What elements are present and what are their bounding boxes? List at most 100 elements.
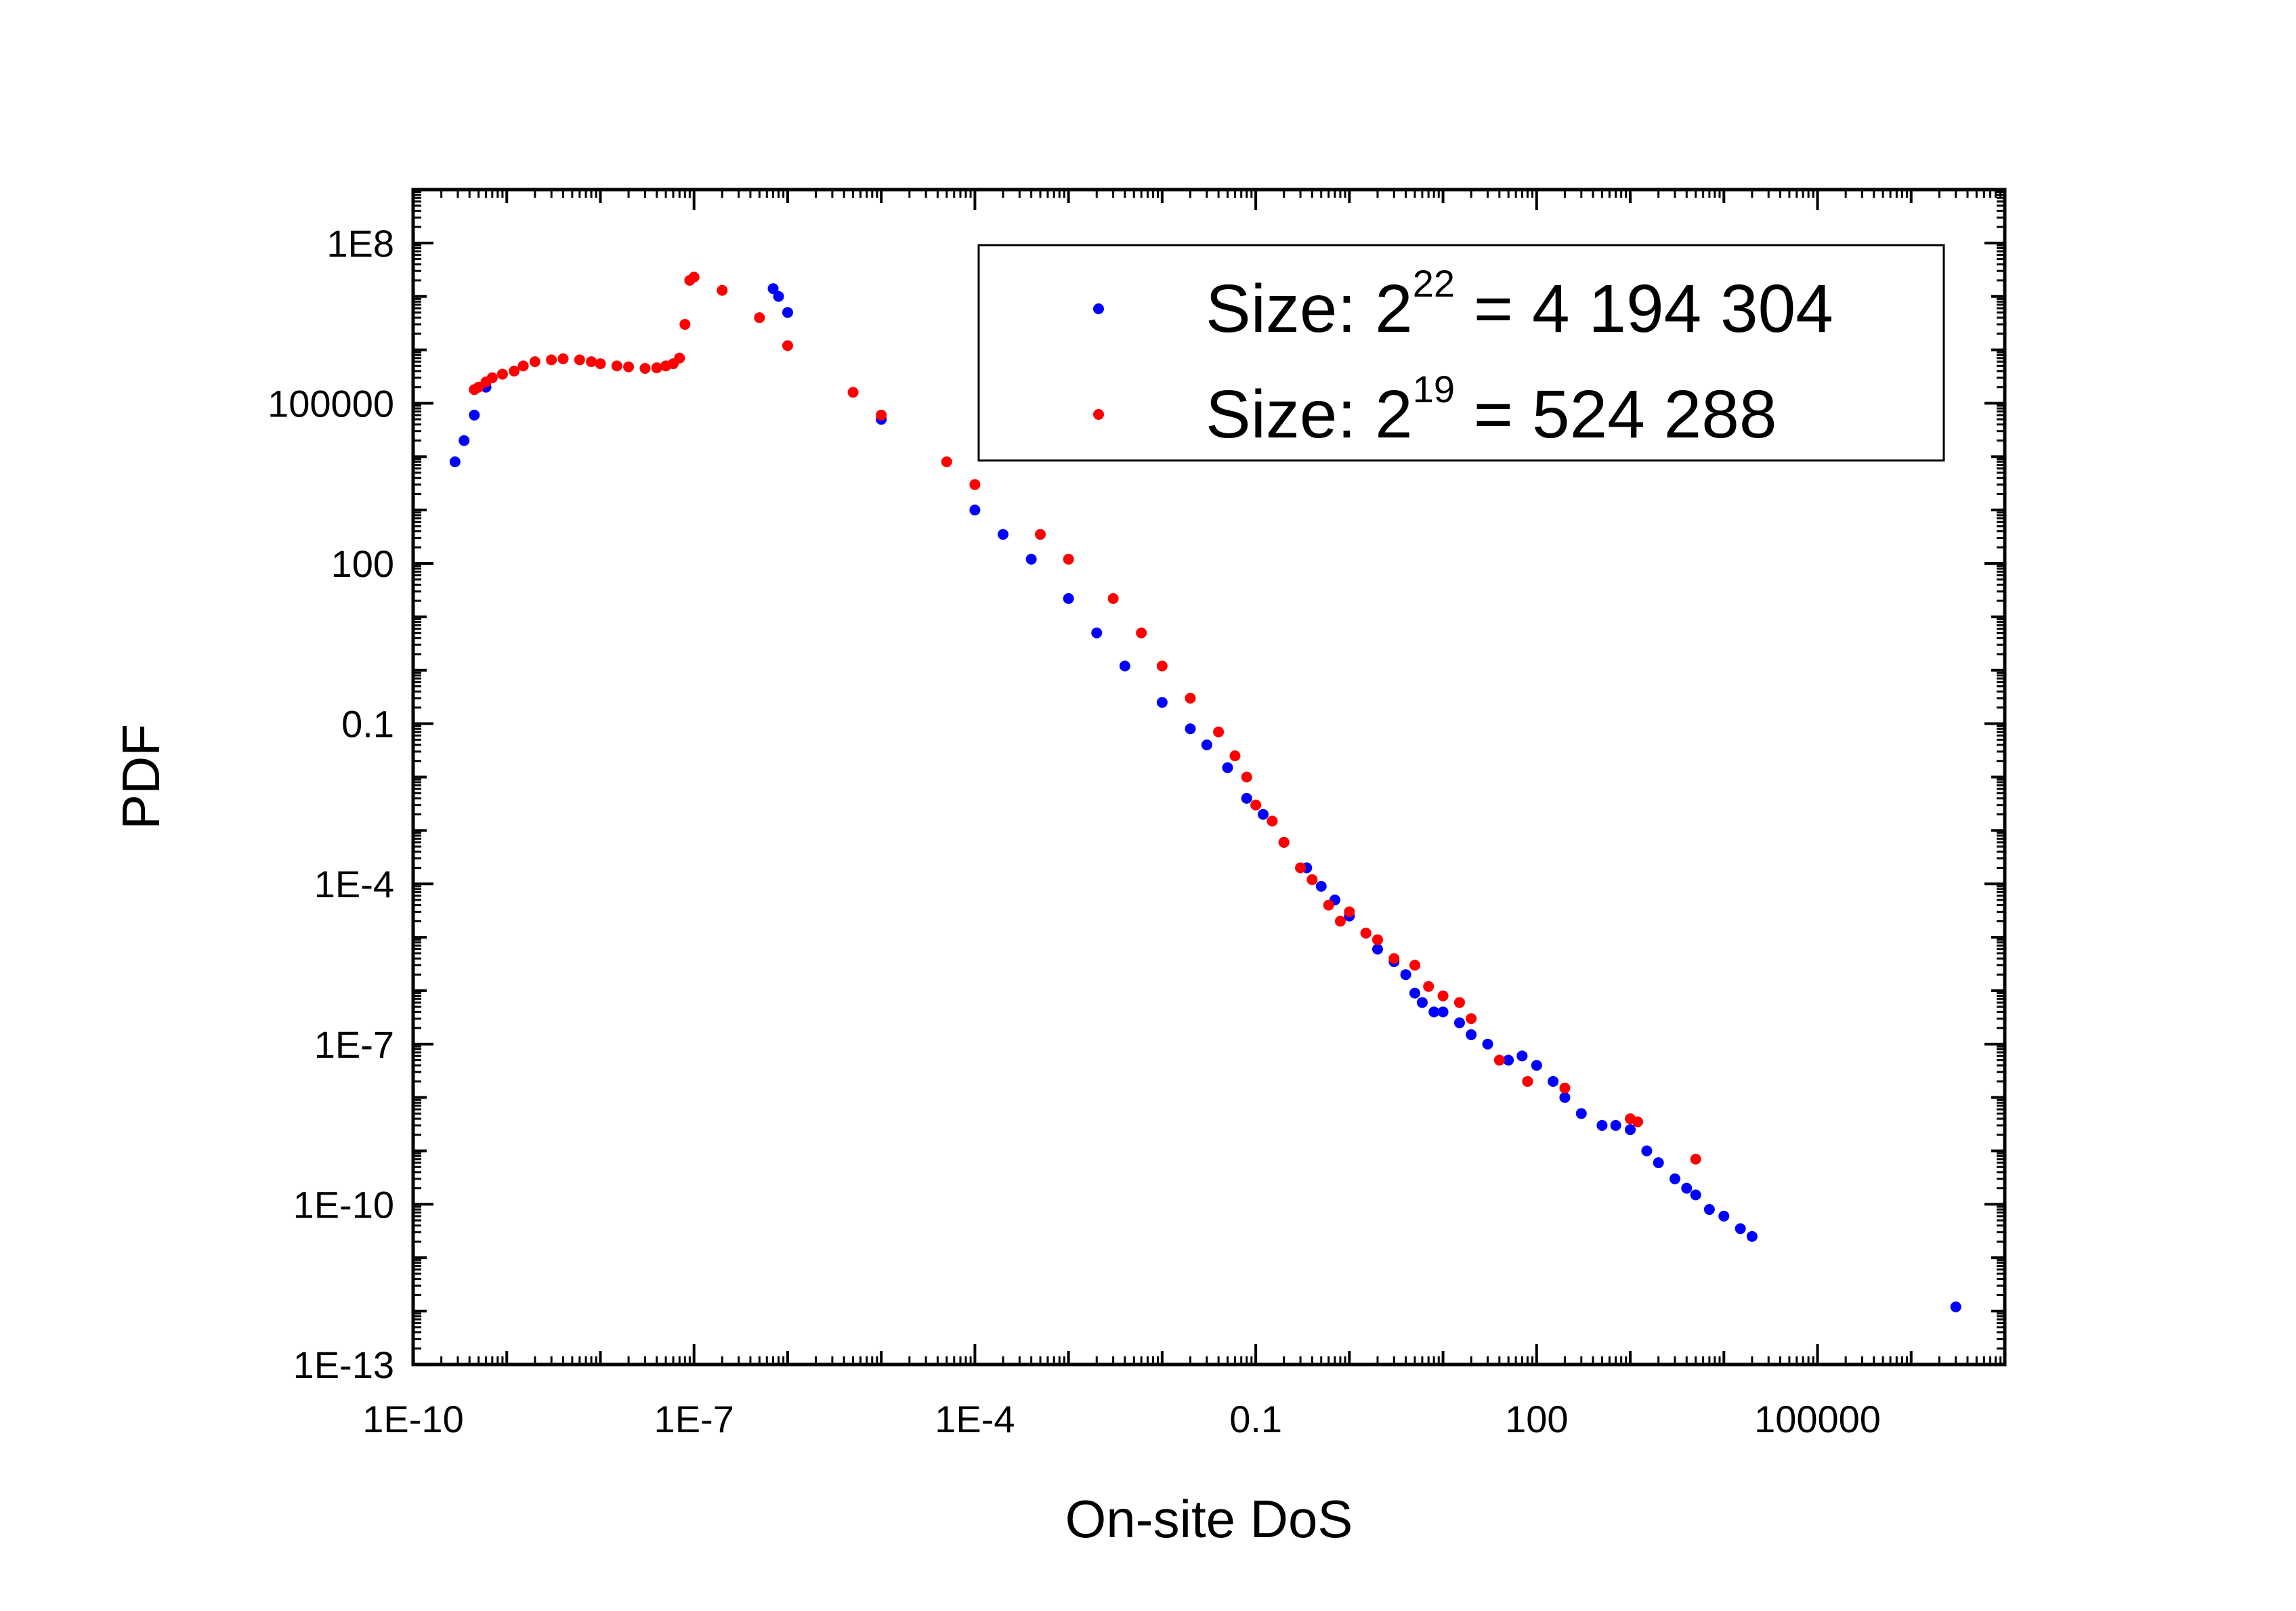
data-point <box>782 340 793 351</box>
data-point <box>1035 529 1046 540</box>
data-point <box>1681 1182 1693 1194</box>
data-point <box>1156 660 1168 672</box>
data-point <box>1548 1075 1559 1087</box>
data-point <box>1091 627 1103 639</box>
data-point <box>1522 1075 1533 1087</box>
y-tick-label: 100000 <box>268 382 394 425</box>
data-point <box>1453 1017 1465 1029</box>
data-point <box>1306 874 1318 885</box>
legend-entry-1-prefix: Size: 2 <box>1206 271 1413 347</box>
data-point <box>586 356 597 368</box>
data-point <box>688 272 700 283</box>
data-point <box>1670 1173 1681 1184</box>
legend-marker-red <box>1093 409 1104 420</box>
legend: Size: 222 = 4 194 304 Size: 219 = 524 28… <box>977 244 1945 462</box>
data-points <box>449 272 1961 1312</box>
data-point <box>969 479 981 490</box>
data-point <box>1466 1013 1477 1025</box>
data-point <box>595 358 606 370</box>
y-tick-label: 1E-4 <box>314 863 394 905</box>
data-point <box>529 356 540 368</box>
y-tick-label: 1E-10 <box>293 1183 394 1226</box>
data-point <box>1516 1050 1528 1062</box>
x-tick-label: 1E-4 <box>935 1398 1015 1440</box>
legend-entry-2-suffix: = 524 288 <box>1455 377 1777 452</box>
data-point <box>1372 934 1383 945</box>
data-point <box>546 354 557 366</box>
data-point <box>1416 997 1428 1008</box>
series-blue <box>449 283 1961 1312</box>
data-point <box>1278 836 1290 848</box>
data-point <box>1409 960 1420 971</box>
x-axis-title: On-site DoS <box>1065 1489 1353 1549</box>
data-point <box>1344 906 1355 918</box>
data-point <box>1213 726 1225 737</box>
data-point <box>1315 880 1327 892</box>
data-point <box>1428 1006 1440 1018</box>
data-point <box>1503 1054 1514 1066</box>
data-point <box>623 361 635 372</box>
legend-entry-2-sup: 19 <box>1413 368 1455 410</box>
data-point <box>1559 1082 1571 1094</box>
data-point <box>1493 1054 1505 1066</box>
data-point <box>782 307 793 318</box>
data-point <box>449 456 461 467</box>
data-point <box>941 456 952 467</box>
data-point <box>1136 627 1147 639</box>
legend-entry-1-suffix: = 4 194 304 <box>1455 271 1833 347</box>
data-point <box>674 352 685 364</box>
data-point <box>998 529 1009 540</box>
x-tick-label: 0.1 <box>1229 1398 1282 1440</box>
data-point <box>557 353 569 364</box>
data-point <box>1531 1060 1542 1071</box>
data-point <box>1258 809 1269 820</box>
data-point <box>1746 1230 1758 1242</box>
data-point <box>1735 1223 1746 1234</box>
x-tick-labels: 1E-10 1E-7 1E-4 0.1 100 100000 <box>362 1398 1881 1440</box>
data-point <box>1250 799 1262 811</box>
data-point <box>1323 899 1334 911</box>
data-point <box>574 354 585 366</box>
data-point <box>1119 660 1130 672</box>
data-point <box>754 312 765 324</box>
data-point <box>509 365 520 377</box>
y-tick-labels: 1E8 100000 100 0.1 1E-4 1E-7 1E-10 1E-13 <box>268 222 394 1386</box>
data-point <box>1641 1145 1653 1157</box>
data-point <box>1559 1092 1571 1103</box>
data-point <box>1423 981 1434 992</box>
data-point <box>1063 593 1074 604</box>
data-point <box>1201 739 1212 751</box>
legend-entry-1: Size: 222 = 4 194 304 <box>1206 262 1833 347</box>
data-point <box>1025 553 1037 565</box>
data-point <box>459 435 470 446</box>
data-point <box>1703 1204 1715 1216</box>
plot-frame <box>411 188 2007 1367</box>
x-tick-label: 100000 <box>1754 1398 1881 1440</box>
data-point <box>469 409 480 421</box>
legend-entry-2-prefix: Size: 2 <box>1206 377 1413 452</box>
data-point <box>1107 593 1119 604</box>
data-point <box>517 360 529 372</box>
data-point <box>1409 987 1420 999</box>
data-point <box>651 362 662 374</box>
data-point <box>1437 1006 1449 1018</box>
legend-entry-2: Size: 219 = 524 288 <box>1206 368 1777 452</box>
data-point <box>1575 1108 1587 1119</box>
data-point <box>1372 943 1383 955</box>
data-point <box>1334 916 1346 927</box>
y-axis-title: PDF <box>111 724 171 830</box>
data-point <box>1400 969 1411 981</box>
data-point <box>1653 1157 1664 1169</box>
data-point <box>1156 697 1168 708</box>
y-tick-label: 1E8 <box>326 222 394 265</box>
y-tick-label: 0.1 <box>341 703 394 746</box>
legend-box <box>977 244 1945 462</box>
data-point <box>1185 723 1196 735</box>
data-point <box>1185 693 1196 704</box>
data-point <box>1950 1301 1961 1312</box>
data-point <box>1690 1153 1701 1165</box>
y-tick-label: 1E-7 <box>314 1023 394 1066</box>
y-tick-label: 100 <box>331 542 394 585</box>
data-point <box>1437 990 1449 1002</box>
